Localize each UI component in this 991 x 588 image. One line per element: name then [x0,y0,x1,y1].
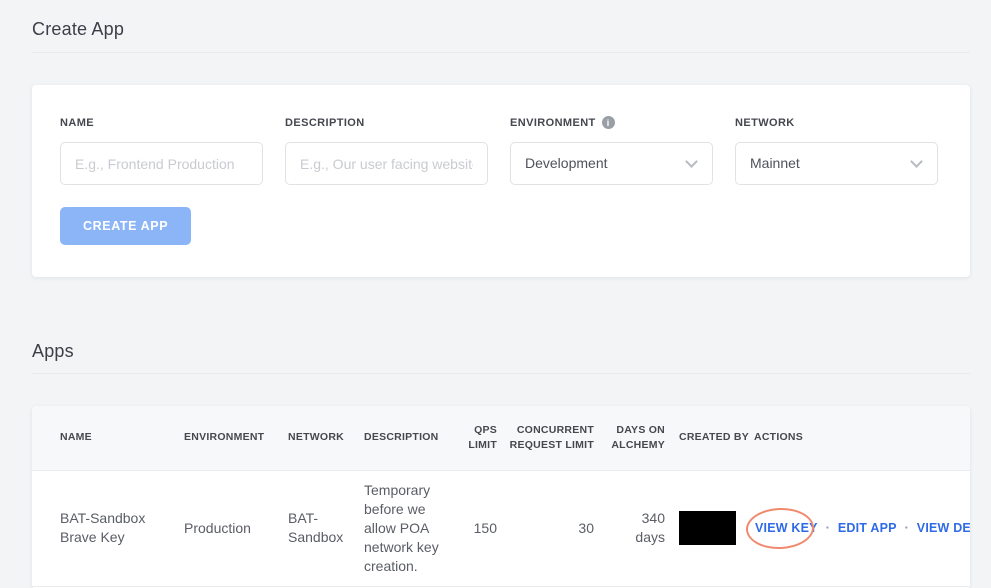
page-container: Create App NAME DESCRIPTION ENVIRONMENT … [32,0,970,588]
description-label-text: DESCRIPTION [285,116,365,129]
environment-label-text: ENVIRONMENT [510,116,596,129]
field-network: NETWORK Mainnet [735,116,938,185]
table-header-row: NAME ENVIRONMENT NETWORK DESCRIPTION QPS… [32,406,970,471]
cell-environment: Production [184,470,288,587]
column-header-qps-limit: QPS LIMIT [454,406,499,471]
name-input[interactable] [60,142,263,185]
column-header-description: DESCRIPTION [364,406,454,471]
days-on-alchemy-value: 340 days [635,510,665,545]
field-name: NAME [60,116,263,185]
divider [32,373,970,374]
cell-qps-limit: 150 [454,470,499,587]
environment-select-value: Development [525,155,608,171]
cell-actions: VIEW KEY · EDIT APP · VIEW DETAILS [745,470,970,587]
view-details-link[interactable]: VIEW DETAILS [916,521,970,535]
create-app-card: NAME DESCRIPTION ENVIRONMENT i Developme… [32,85,970,277]
name-label-text: NAME [60,116,94,129]
page-title: Create App [32,19,125,39]
apps-table: NAME ENVIRONMENT NETWORK DESCRIPTION QPS… [32,406,970,587]
action-separator: · [904,520,909,535]
description-label: DESCRIPTION [285,116,488,129]
chevron-down-icon [685,155,698,168]
cell-created-by [667,470,754,587]
column-header-name: NAME [32,406,184,471]
divider [32,52,970,53]
table-row: BAT-Sandbox Brave Key Production BAT-San… [32,470,970,587]
column-header-created-by: CREATED BY [667,406,754,471]
cell-days-on-alchemy: 340 days [596,470,667,587]
apps-title: Apps [32,341,74,361]
created-by-redacted-box [679,511,736,545]
apps-table-card: NAME ENVIRONMENT NETWORK DESCRIPTION QPS… [32,406,970,588]
network-select[interactable]: Mainnet [735,142,938,185]
action-separator: · [825,520,830,535]
network-label: NETWORK [735,116,938,129]
column-header-concurrent-request-limit: CONCURRENT REQUEST LIMIT [499,406,596,471]
cell-network: BAT-Sandbox [288,470,364,587]
name-label: NAME [60,116,263,129]
environment-label: ENVIRONMENT i [510,116,713,129]
cell-name: BAT-Sandbox Brave Key [32,470,184,587]
create-app-button[interactable]: CREATE APP [60,207,192,245]
description-input[interactable] [285,142,488,185]
column-header-environment: ENVIRONMENT [184,406,288,471]
field-environment: ENVIRONMENT i Development [510,116,713,185]
environment-select[interactable]: Development [510,142,713,185]
column-header-network: NETWORK [288,406,364,471]
column-header-actions: ACTIONS [754,406,970,471]
form-fields-row: NAME DESCRIPTION ENVIRONMENT i Developme… [60,116,942,185]
column-header-days-on-alchemy: DAYS ON ALCHEMY [596,406,667,471]
info-icon[interactable]: i [601,116,615,129]
cell-description: Temporary before we allow POA network ke… [364,470,454,587]
field-description: DESCRIPTION [285,116,488,185]
network-label-text: NETWORK [735,116,795,129]
network-select-value: Mainnet [750,155,800,171]
cell-concurrent-request-limit: 30 [499,470,596,587]
edit-app-link[interactable]: EDIT APP [837,521,897,535]
chevron-down-icon [910,155,923,168]
view-key-link[interactable]: VIEW KEY [755,521,818,535]
